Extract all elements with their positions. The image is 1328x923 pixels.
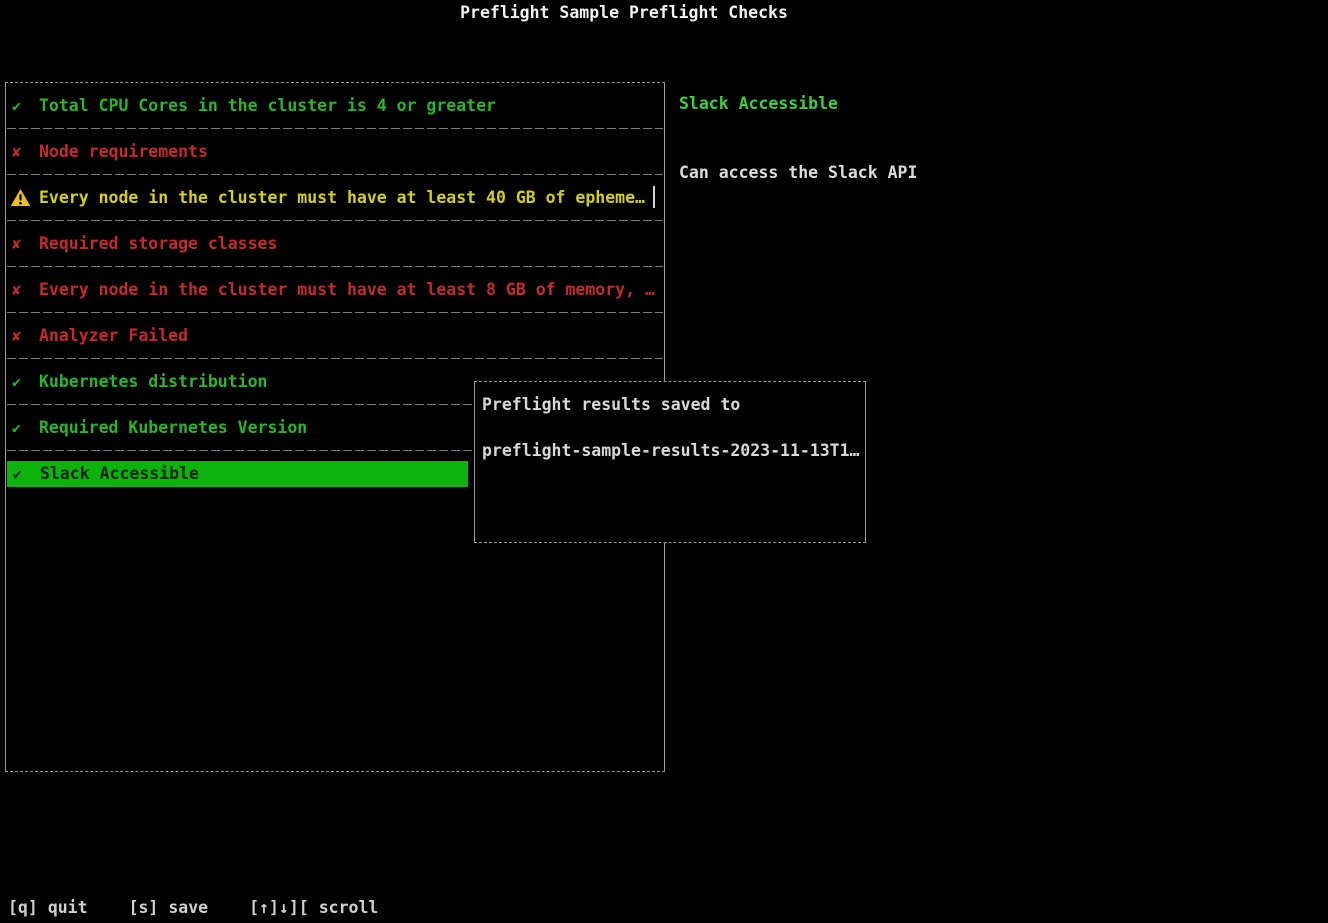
shortcut-label: scroll	[318, 898, 379, 917]
check-row[interactable]: ✘ Node requirements	[6, 129, 664, 174]
shortcut-key: [↑]↓][	[249, 898, 309, 917]
check-label: Analyzer Failed	[39, 326, 189, 345]
check-pass-icon: ✔	[12, 418, 22, 437]
check-label: Required Kubernetes Version	[39, 418, 308, 437]
check-fail-icon: ✘	[12, 326, 22, 345]
row-divider	[7, 358, 663, 359]
save-results-modal: Preflight results saved to preflight-sam…	[474, 381, 866, 543]
check-row[interactable]: ✘ Required storage classes	[6, 221, 664, 266]
page-title: Preflight Sample Preflight Checks	[460, 3, 788, 22]
check-pass-icon: ✔	[12, 372, 22, 391]
row-divider	[7, 128, 663, 129]
check-row[interactable]: ✘ Every node in the cluster must have at…	[6, 267, 664, 312]
row-divider	[7, 312, 663, 313]
check-fail-icon: ✘	[12, 280, 22, 299]
details-body: Can access the Slack API	[679, 163, 918, 182]
check-row[interactable]: ✔ Required Kubernetes Version	[6, 405, 664, 450]
footer-shortcuts: [q] quit [s] save [↑]↓][ scroll	[8, 898, 378, 917]
shortcut-key: [s]	[128, 898, 159, 917]
check-label: Slack Accessible	[40, 464, 199, 483]
check-row[interactable]: ✔ Kubernetes distribution	[6, 359, 664, 404]
check-row[interactable]: ✔ Total CPU Cores in the cluster is 4 or…	[6, 83, 664, 128]
check-label: Node requirements	[39, 142, 208, 161]
shortcut-key: [q]	[8, 898, 38, 917]
row-divider	[7, 174, 663, 175]
check-label: Total CPU Cores in the cluster is 4 or g…	[39, 96, 496, 115]
check-row[interactable]: ✘ Analyzer Failed	[6, 313, 664, 358]
row-divider	[7, 266, 663, 267]
check-row[interactable]: Every node in the cluster must have at l…	[6, 175, 664, 220]
shortcut-scroll[interactable]: [↑]↓][ scroll	[249, 898, 378, 917]
row-divider	[7, 220, 663, 221]
shortcut-label: quit	[47, 898, 88, 917]
shortcut-label: save	[168, 898, 209, 917]
scrollbar-thumb[interactable]	[653, 186, 655, 208]
row-divider	[7, 404, 663, 405]
modal-message: Preflight results saved to	[482, 395, 741, 414]
modal-filename: preflight-sample-results-2023-11-13T1…	[482, 441, 860, 460]
shortcut-quit[interactable]: [q] quit	[8, 898, 88, 917]
shortcut-save[interactable]: [s] save	[129, 898, 209, 917]
check-label: Required storage classes	[39, 234, 278, 253]
check-fail-icon: ✘	[12, 234, 22, 253]
details-title: Slack Accessible	[679, 94, 838, 113]
selected-row-highlight: ✔ Slack Accessible	[7, 460, 468, 487]
check-pass-icon: ✔	[12, 96, 22, 115]
warning-icon	[6, 188, 39, 207]
check-label: Every node in the cluster must have at l…	[39, 280, 655, 299]
row-divider	[7, 450, 663, 451]
check-label: Kubernetes distribution	[39, 372, 268, 391]
check-label: Every node in the cluster must have at l…	[39, 188, 645, 207]
check-fail-icon: ✘	[12, 142, 22, 161]
check-pass-icon: ✔	[13, 464, 23, 483]
check-row-selected[interactable]: ✔ Slack Accessible	[6, 451, 664, 496]
